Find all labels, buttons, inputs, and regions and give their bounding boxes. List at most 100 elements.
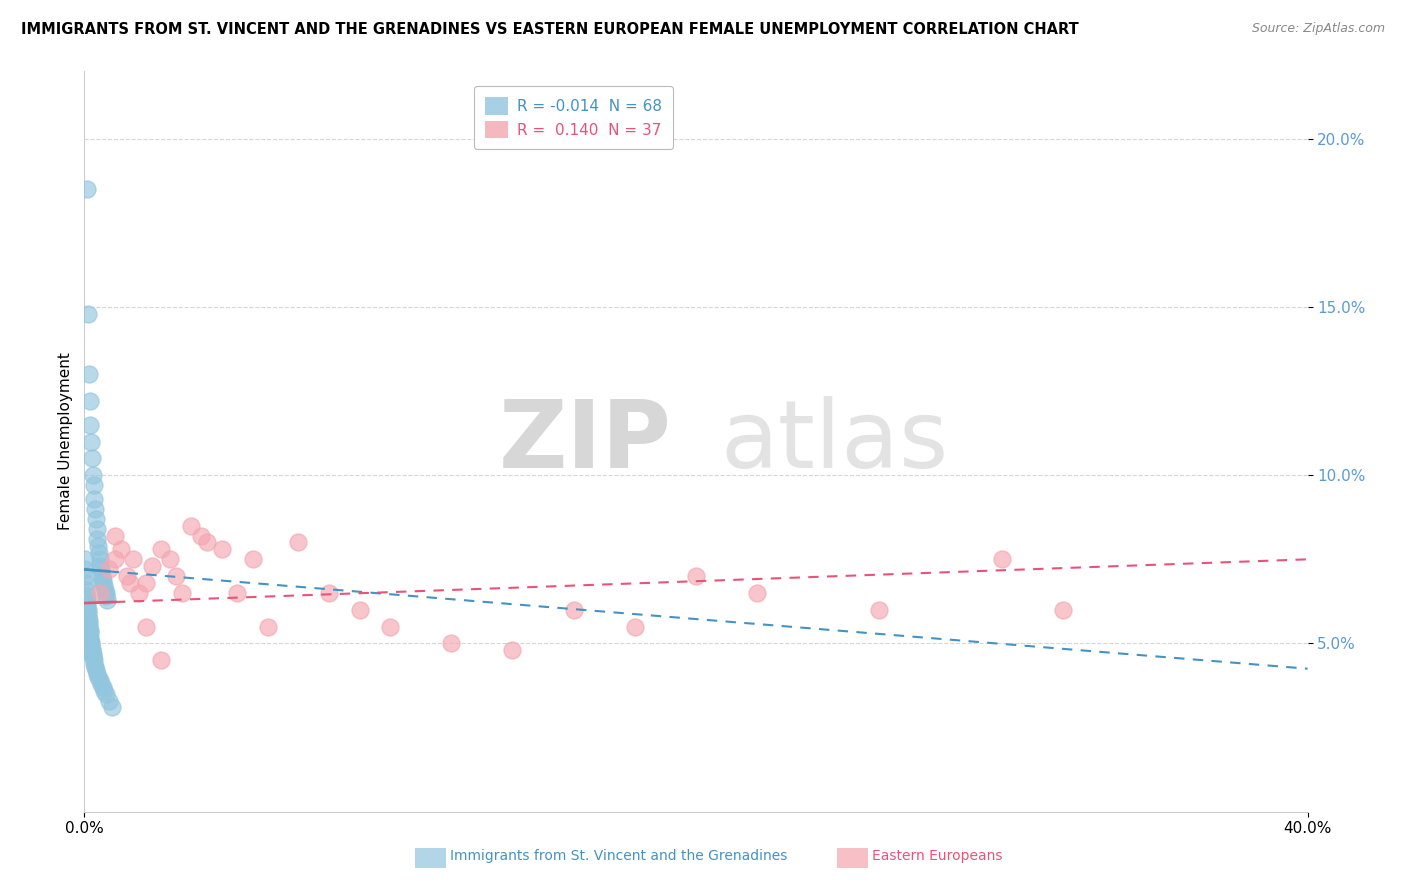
Point <box>79 633 101 648</box>
Point <box>82 647 104 661</box>
Point <box>318 586 340 600</box>
Point <box>77 619 100 633</box>
Point <box>89 552 111 566</box>
Point <box>77 613 100 627</box>
Point <box>79 626 101 640</box>
Point <box>89 673 111 688</box>
Text: Eastern Europeans: Eastern Europeans <box>872 849 1002 863</box>
Point <box>82 647 104 661</box>
Point <box>91 573 114 587</box>
Point <box>135 619 157 633</box>
Point <box>77 616 100 631</box>
Point <box>77 609 100 624</box>
Point <box>226 586 249 600</box>
Text: ZIP: ZIP <box>499 395 672 488</box>
Point <box>76 590 98 604</box>
Point <box>135 575 157 590</box>
Point <box>89 586 111 600</box>
Point <box>93 683 115 698</box>
Point <box>80 636 103 650</box>
Point <box>502 643 524 657</box>
Point <box>165 569 187 583</box>
Point <box>84 660 107 674</box>
Point <box>84 512 107 526</box>
Point <box>91 575 114 590</box>
Point <box>76 599 98 614</box>
Point <box>75 562 97 576</box>
Point <box>75 582 97 597</box>
Point <box>101 700 124 714</box>
Point <box>86 666 108 681</box>
Point <box>80 636 103 650</box>
Point <box>83 478 105 492</box>
Point <box>90 677 112 691</box>
Text: IMMIGRANTS FROM ST. VINCENT AND THE GRENADINES VS EASTERN EUROPEAN FEMALE UNEMPL: IMMIGRANTS FROM ST. VINCENT AND THE GREN… <box>21 22 1078 37</box>
Point <box>80 643 103 657</box>
Point <box>82 649 104 664</box>
Point <box>75 569 97 583</box>
Point <box>86 532 108 546</box>
Text: Immigrants from St. Vincent and the Grenadines: Immigrants from St. Vincent and the Gren… <box>450 849 787 863</box>
Text: Source: ZipAtlas.com: Source: ZipAtlas.com <box>1251 22 1385 36</box>
Point <box>89 559 111 574</box>
Point <box>195 535 218 549</box>
Point <box>80 640 103 654</box>
Point <box>97 694 120 708</box>
Point <box>104 552 127 566</box>
Point <box>76 603 98 617</box>
Point <box>96 592 118 607</box>
Point <box>76 592 98 607</box>
Point <box>87 670 110 684</box>
Point <box>159 552 181 566</box>
Point <box>83 491 105 506</box>
Point <box>128 586 150 600</box>
Point <box>94 582 117 597</box>
Point <box>287 535 309 549</box>
Point <box>91 569 114 583</box>
Point <box>75 575 97 590</box>
Point <box>1052 603 1074 617</box>
Point <box>77 307 100 321</box>
Point <box>172 586 194 600</box>
Point <box>80 451 103 466</box>
Point <box>257 619 280 633</box>
Point <box>73 552 96 566</box>
Point <box>685 569 707 583</box>
Point <box>211 542 233 557</box>
Point <box>86 522 108 536</box>
Point <box>80 434 103 449</box>
Point <box>440 636 463 650</box>
Point <box>94 687 117 701</box>
Point <box>180 518 202 533</box>
Point <box>93 579 115 593</box>
Point <box>76 596 98 610</box>
Point <box>91 680 114 694</box>
Point <box>242 552 264 566</box>
Point <box>82 468 104 483</box>
Y-axis label: Female Unemployment: Female Unemployment <box>58 352 73 531</box>
Point <box>624 619 647 633</box>
Point <box>77 368 100 382</box>
Point <box>149 653 172 667</box>
Point <box>110 542 132 557</box>
Legend: R = -0.014  N = 68, R =  0.140  N = 37: R = -0.014 N = 68, R = 0.140 N = 37 <box>474 87 673 149</box>
Point <box>349 603 371 617</box>
Point <box>83 657 105 671</box>
Point <box>94 586 117 600</box>
Point <box>80 643 103 657</box>
Point <box>562 603 585 617</box>
Point <box>380 619 402 633</box>
Point <box>87 539 110 553</box>
Point <box>96 590 118 604</box>
Point <box>79 623 101 637</box>
Point <box>991 552 1014 566</box>
Point <box>79 394 101 409</box>
Point <box>79 417 101 432</box>
Point <box>747 586 769 600</box>
Point <box>97 562 120 576</box>
Point <box>83 653 105 667</box>
Point <box>90 562 112 576</box>
Point <box>79 630 101 644</box>
Point <box>122 552 145 566</box>
Point <box>120 575 142 590</box>
